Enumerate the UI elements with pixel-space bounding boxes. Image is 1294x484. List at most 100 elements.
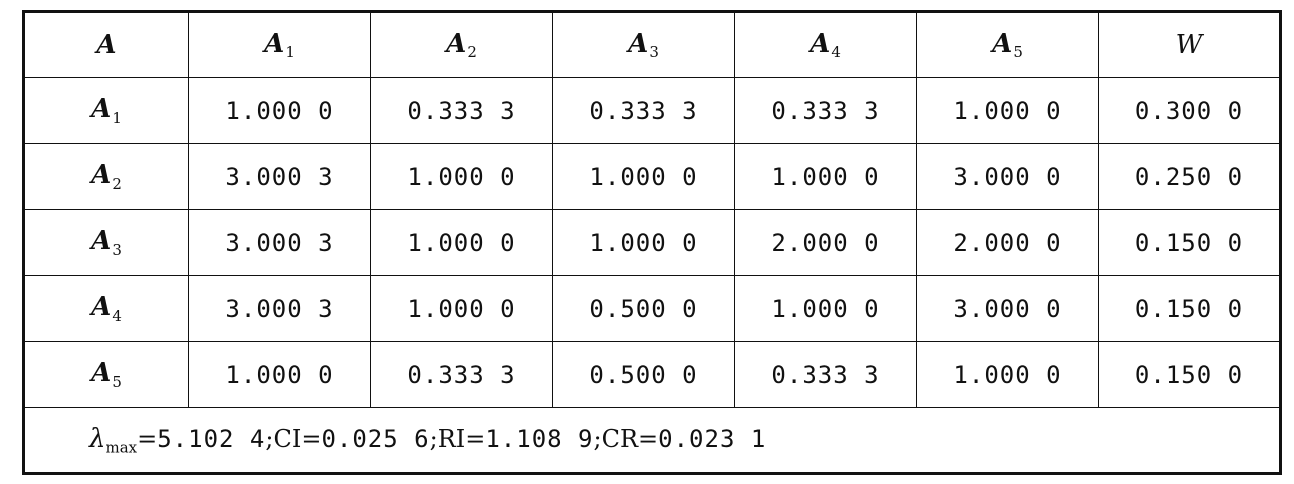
- lambda-symbol: λ: [89, 423, 106, 454]
- matrix-value: 0.500 0: [589, 294, 698, 323]
- column-label-sub: 1: [285, 43, 295, 62]
- row-label-sub: 2: [112, 174, 122, 193]
- consistency-row: λmax=5.102 4;CI=0.025 6;RI=1.108 9;CR=0.…: [23, 407, 1281, 474]
- ri-value: 1.108 9: [485, 424, 594, 453]
- column-label-base: A: [446, 28, 467, 59]
- lambda-max-value: 5.102 4: [157, 424, 266, 453]
- column-label-sub: 2: [467, 43, 477, 62]
- matrix-value: 3.000 3: [225, 294, 334, 323]
- matrix-cell: 0.500 0: [552, 341, 735, 408]
- matrix-value: 1.000 0: [953, 96, 1062, 125]
- row-label-base: A: [91, 94, 112, 125]
- matrix-cell: 3.000 3: [188, 143, 371, 210]
- matrix-cell: 1.000 0: [916, 341, 1099, 408]
- matrix-cell: 1.000 0: [734, 143, 917, 210]
- matrix-value: 1.000 0: [407, 228, 516, 257]
- weight-value: 0.300 0: [1134, 96, 1244, 125]
- row-label-cell: A4: [23, 275, 189, 342]
- matrix-value: 0.333 3: [771, 360, 880, 389]
- weight-cell: 0.150 0: [1098, 275, 1281, 342]
- matrix-value: 0.500 0: [589, 360, 698, 389]
- matrix-cell: 1.000 0: [552, 143, 735, 210]
- matrix-value: 3.000 0: [953, 294, 1062, 323]
- matrix-value: 1.000 0: [407, 294, 516, 323]
- column-label-sub: 4: [831, 43, 841, 62]
- header-cell-a1: A1: [188, 11, 371, 78]
- weight-value: 0.150 0: [1134, 360, 1244, 389]
- row-label-sub: 5: [112, 372, 122, 391]
- matrix-cell: 0.333 3: [734, 341, 917, 408]
- judgment-matrix-table: A A1 A2 A3 A4 A5 W A1 1.000 0 0.333 3 0.…: [22, 10, 1282, 475]
- matrix-cell: 2.000 0: [916, 209, 1099, 276]
- matrix-cell: 1.000 0: [370, 143, 553, 210]
- matrix-value: 1.000 0: [771, 162, 880, 191]
- separator: ;: [265, 424, 274, 453]
- weight-cell: 0.150 0: [1098, 209, 1281, 276]
- weight-value: 0.150 0: [1134, 228, 1244, 257]
- matrix-cell: 0.333 3: [552, 77, 735, 144]
- matrix-cell: 3.000 0: [916, 275, 1099, 342]
- header-cell-a2: A2: [370, 11, 553, 78]
- matrix-cell: 0.333 3: [734, 77, 917, 144]
- matrix-cell: 3.000 0: [916, 143, 1099, 210]
- matrix-value: 0.333 3: [407, 360, 516, 389]
- matrix-value: 0.333 3: [589, 96, 698, 125]
- weight-cell: 0.250 0: [1098, 143, 1281, 210]
- row-label-cell: A5: [23, 341, 189, 408]
- header-cell-a5: A5: [916, 11, 1099, 78]
- ci-label: CI: [273, 424, 302, 453]
- column-label-base: A: [264, 28, 285, 59]
- cr-value: 0.023 1: [658, 424, 767, 453]
- lambda-subscript: max: [105, 438, 138, 457]
- matrix-cell: 3.000 3: [188, 209, 371, 276]
- row-label-sub: 4: [112, 306, 122, 325]
- table-row: A4 3.000 3 1.000 0 0.500 0 1.000 0 3.000…: [23, 275, 1281, 342]
- matrix-cell: 1.000 0: [552, 209, 735, 276]
- matrix-value: 1.000 0: [407, 162, 516, 191]
- column-label-base: A: [992, 28, 1013, 59]
- ci-value: 0.025 6: [321, 424, 430, 453]
- weight-cell: 0.300 0: [1098, 77, 1281, 144]
- column-label-sub: 3: [649, 43, 659, 62]
- matrix-cell: 0.500 0: [552, 275, 735, 342]
- equals-sign: =: [638, 424, 659, 453]
- corner-label: A: [96, 30, 117, 60]
- equals-sign: =: [137, 424, 158, 453]
- matrix-value: 1.000 0: [589, 162, 698, 191]
- matrix-cell: 1.000 0: [734, 275, 917, 342]
- header-cell-weight: W: [1098, 11, 1281, 78]
- row-label-cell: A3: [23, 209, 189, 276]
- column-label-sub: 5: [1013, 43, 1023, 62]
- cr-label: CR: [601, 424, 639, 453]
- matrix-cell: 0.333 3: [370, 341, 553, 408]
- row-label-cell: A2: [23, 143, 189, 210]
- matrix-value: 3.000 3: [225, 228, 334, 257]
- header-cell-a3: A3: [552, 11, 735, 78]
- column-label-base: A: [628, 28, 649, 59]
- matrix-cell: 1.000 0: [188, 77, 371, 144]
- matrix-value: 1.000 0: [953, 360, 1062, 389]
- matrix-value: 0.333 3: [407, 96, 516, 125]
- weight-cell: 0.150 0: [1098, 341, 1281, 408]
- table-row: A1 1.000 0 0.333 3 0.333 3 0.333 3 1.000…: [23, 77, 1281, 144]
- matrix-value: 0.333 3: [771, 96, 880, 125]
- consistency-cell: λmax=5.102 4;CI=0.025 6;RI=1.108 9;CR=0.…: [23, 407, 1281, 474]
- matrix-value: 1.000 0: [771, 294, 880, 323]
- column-label-base: A: [810, 28, 831, 59]
- matrix-value: 3.000 3: [225, 162, 334, 191]
- row-label-base: A: [91, 358, 112, 389]
- matrix-cell: 3.000 3: [188, 275, 371, 342]
- row-label-sub: 3: [112, 240, 122, 259]
- row-label-sub: 1: [112, 108, 122, 127]
- equals-sign: =: [301, 424, 322, 453]
- header-row: A A1 A2 A3 A4 A5 W: [23, 11, 1281, 78]
- matrix-value: 1.000 0: [225, 96, 334, 125]
- separator: ;: [593, 424, 602, 453]
- matrix-value: 2.000 0: [771, 228, 880, 257]
- matrix-cell: 0.333 3: [370, 77, 553, 144]
- separator: ;: [429, 424, 438, 453]
- equals-sign: =: [465, 424, 486, 453]
- ri-label: RI: [437, 424, 466, 453]
- table-row: A5 1.000 0 0.333 3 0.500 0 0.333 3 1.000…: [23, 341, 1281, 408]
- matrix-value: 3.000 0: [953, 162, 1062, 191]
